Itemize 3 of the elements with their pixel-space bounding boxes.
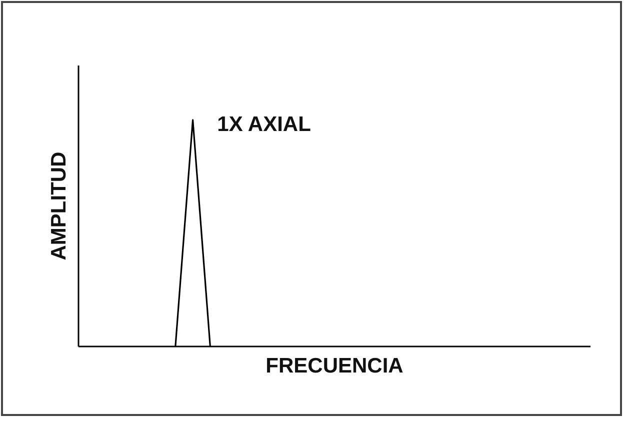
x-axis-title: FRECUENCIA: [266, 354, 404, 378]
y-axis-title: AMPLITUD: [48, 152, 70, 260]
annotation: 1X AXIAL: [217, 112, 312, 136]
